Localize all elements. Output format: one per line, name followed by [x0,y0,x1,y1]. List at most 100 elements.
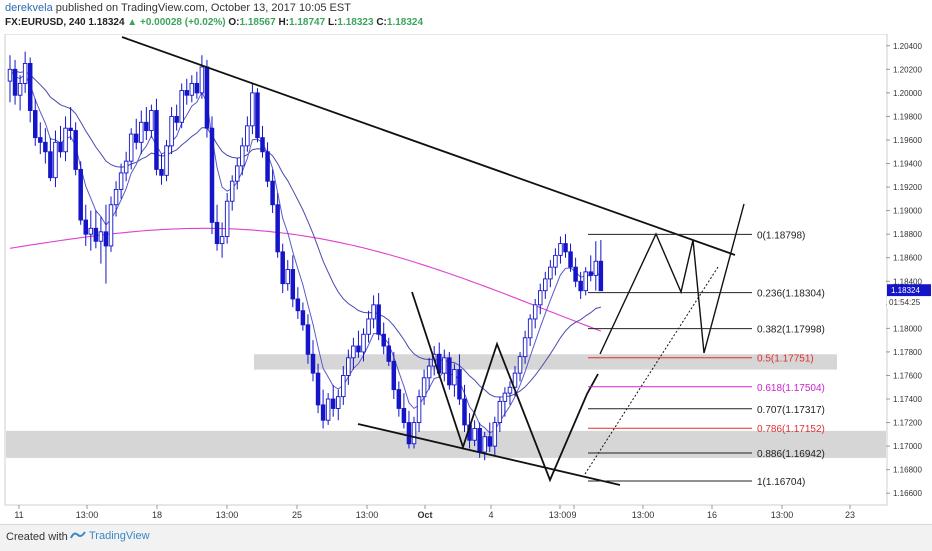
time-tick-label: Oct [417,510,432,520]
candle-body [336,396,341,409]
countdown-tag-label: 01:54:25 [889,298,921,307]
publish-line: derekvela published on TradingView.com, … [5,2,351,14]
candle-body [22,62,28,84]
candle-body [295,298,301,312]
candle-body [477,428,482,453]
candle-body [265,151,270,182]
candle-body [538,290,543,306]
last-price-tag-label: 1.18324 [891,286,920,295]
price-tick-label: 1.20400 [893,42,922,51]
high-label: H: [278,17,289,28]
fib-level-label: 0.707(1.17317) [757,405,825,416]
candle-body [83,219,88,235]
candle-body [78,168,83,221]
time-tick-label: 16 [707,510,717,520]
price-tick-label: 1.19000 [893,207,922,216]
candle-body [113,188,119,206]
price-tick-label: 1.16600 [893,489,922,498]
candle-body [320,404,326,421]
candle-body [184,90,189,96]
tradingview-link[interactable]: TradingView [70,530,150,542]
candle-body [532,304,538,320]
price-tick-label: 1.18600 [893,254,922,263]
candle-body [553,254,558,268]
high-value: 1.18747 [289,17,326,28]
candle-body [139,121,144,143]
time-tick-label: 13:00 [216,510,239,520]
price-tick-label: 1.19800 [893,112,922,121]
time-axis[interactable]: 11 13:00 18 13:00 25 13:00 Oct 4 13:00 9 13:00 16 13… [14,505,855,520]
candle-body [199,66,205,94]
candle-body [88,227,94,235]
time-tick-label: 11 [14,510,23,520]
candle-body [366,318,371,335]
price-tick-label: 1.16800 [893,466,922,475]
ma-long-line [9,227,602,332]
author-link[interactable]: derekvela [5,2,53,14]
candle-body [598,260,604,292]
price-axis[interactable]: 1.20400 1.20200 1.20000 1.19800 1.19600 1.194… [886,42,931,498]
brand-label: TradingView [89,530,150,542]
candle-body [169,115,174,147]
candle-body [280,251,285,285]
candle-body [260,137,265,153]
ohlc-line: FX:EURUSD, 240 1.18324 ▲ +0.00028 (+0.02… [5,17,423,28]
change-value: ▲ +0.00028 (+0.02%) [127,17,226,28]
candle-body [68,127,73,132]
candle-body [48,151,53,179]
candle-body [578,280,583,292]
candle-body [502,392,508,402]
fib-level-label: 0.236(1.18304) [757,289,825,300]
candle-body [285,269,291,285]
candle-body [58,141,63,153]
fib-level-label: 0.618(1.17504) [757,383,825,394]
candle-body [522,337,528,358]
price-chart[interactable]: 0(1.18798) 0.236(1.18304) 0.382(1.17998) 0.… [0,34,932,524]
time-tick-label: 4 [488,510,493,520]
open-label: O: [228,17,240,28]
time-tick-label: 13:00 [356,510,379,520]
candle-body [583,271,588,292]
candle-body [240,145,245,167]
descending-trendline [121,36,736,256]
candle-body [189,83,195,96]
price-tick-label: 1.20200 [893,65,922,74]
ema-slow-line [9,68,602,398]
candle-body [457,369,462,400]
price-tick-label: 1.17600 [893,371,922,380]
fib-level-label: 0.886(1.16942) [757,449,825,460]
candle-body [492,422,498,447]
close-value: 1.18324 [386,17,424,28]
candle-body [174,115,179,123]
candle-body [411,422,417,445]
candle-body [209,127,215,223]
candle-body [118,172,124,190]
candle-body [512,372,518,388]
candle-body [548,266,553,280]
fib-retracement[interactable]: 0(1.18798) 0.236(1.18304) 0.382(1.17998) 0.… [588,230,825,488]
candles [7,51,604,461]
candle-body [356,345,361,353]
candle-body [568,251,573,268]
price-tick-label: 1.19200 [893,183,922,192]
candle-body [588,271,594,276]
candle-body [275,204,280,253]
candle-body [341,375,346,398]
price-tick-label: 1.17200 [893,419,922,428]
candle-body [426,365,432,379]
candle-body [386,345,392,362]
candle-body [219,236,225,245]
candle-body [563,243,568,253]
candle-body [315,372,321,406]
candle-body [179,90,184,123]
candle-body [53,141,58,179]
candle-body [255,92,260,139]
candle-body [452,369,457,386]
candle-body [224,200,230,237]
candle-body [159,168,164,176]
countdown-tag [887,296,931,309]
candle-body [128,133,134,162]
candle-body [472,428,477,441]
candle-body [27,62,33,111]
candle-body [300,310,306,326]
